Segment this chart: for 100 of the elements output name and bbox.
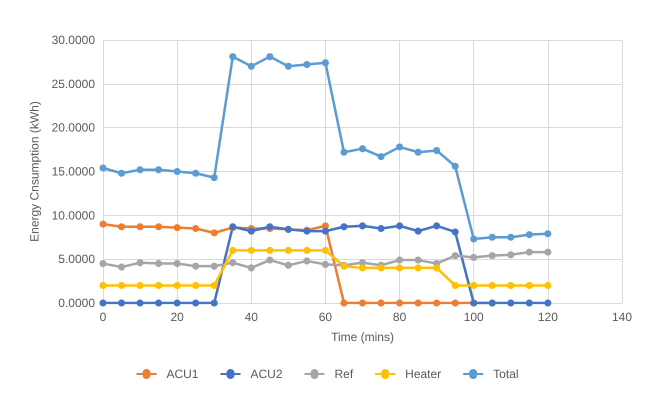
point	[266, 53, 274, 60]
point	[359, 264, 366, 272]
y-axis-title: Energy Cnsumption (kWh)	[28, 101, 42, 242]
point	[155, 223, 162, 230]
point	[396, 143, 404, 150]
point	[544, 248, 552, 256]
point	[118, 223, 126, 230]
point	[303, 246, 310, 254]
point	[452, 252, 459, 260]
point	[248, 246, 255, 254]
y-tick-label: 30.0000	[52, 33, 96, 47]
point	[192, 300, 200, 306]
x-tick-label: 140	[612, 310, 632, 324]
point	[544, 230, 552, 238]
point	[322, 260, 329, 268]
point	[488, 282, 496, 289]
x-tick-label: 100	[464, 310, 484, 324]
point	[192, 170, 200, 177]
point	[284, 62, 292, 70]
point	[322, 246, 329, 254]
point	[174, 300, 181, 306]
point	[544, 282, 552, 289]
point	[192, 224, 200, 232]
point	[155, 282, 162, 289]
legend-label: ACU2	[250, 367, 283, 381]
point	[452, 162, 459, 170]
point	[155, 300, 162, 306]
point	[414, 256, 422, 264]
point	[544, 300, 552, 306]
point	[210, 229, 218, 236]
point	[396, 264, 404, 272]
point	[526, 282, 533, 289]
legend-label: ACU1	[166, 367, 199, 381]
point	[248, 264, 255, 272]
legend-label: Ref	[334, 367, 354, 381]
point	[210, 282, 218, 289]
point	[414, 300, 422, 306]
point	[396, 256, 404, 264]
point	[414, 148, 422, 156]
point	[433, 222, 440, 230]
point	[507, 282, 514, 289]
point	[378, 264, 385, 272]
point	[396, 300, 404, 306]
x-tick-label: 20	[170, 310, 184, 324]
point	[100, 260, 106, 268]
point	[100, 282, 106, 289]
point	[507, 234, 514, 241]
point	[284, 262, 292, 269]
point	[340, 300, 348, 306]
point	[433, 264, 440, 272]
point	[378, 300, 385, 306]
point	[136, 223, 144, 230]
point	[100, 300, 106, 306]
point	[359, 300, 366, 306]
legend-label: Heater	[405, 367, 442, 381]
y-tick-label: 10.0000	[52, 208, 96, 222]
y-tick-label: 0.0000	[58, 296, 96, 310]
point	[488, 234, 496, 241]
x-tick-label: 80	[392, 310, 407, 324]
point	[452, 282, 459, 289]
point	[136, 300, 144, 306]
point	[414, 264, 422, 272]
point	[192, 282, 200, 289]
point	[507, 300, 514, 306]
point	[174, 168, 181, 175]
point	[266, 256, 274, 264]
point	[378, 224, 385, 232]
point	[359, 222, 366, 230]
y-tick-label: 25.0000	[52, 76, 96, 91]
point	[396, 222, 404, 230]
point	[452, 228, 459, 236]
point	[118, 300, 126, 306]
y-tick-label: 5.0000	[58, 252, 96, 266]
point	[303, 61, 310, 68]
point	[248, 228, 255, 235]
point	[340, 223, 348, 230]
point	[488, 252, 496, 260]
point	[507, 251, 514, 258]
point	[359, 145, 366, 152]
point	[174, 260, 181, 268]
legend-label: Total	[493, 367, 519, 381]
x-tick-label: 120	[538, 310, 558, 324]
point	[210, 174, 218, 182]
x-tick-label: 60	[318, 310, 332, 324]
point	[433, 146, 440, 154]
point	[526, 248, 533, 256]
y-tick-label: 15.0000	[52, 164, 96, 178]
point	[229, 259, 236, 266]
point	[136, 282, 144, 289]
point	[470, 282, 478, 289]
point	[303, 257, 310, 264]
y-tick-label: 20.0000	[52, 120, 96, 135]
point	[470, 236, 478, 242]
point	[100, 164, 106, 172]
point	[526, 300, 533, 306]
point	[210, 300, 218, 306]
point	[136, 166, 144, 174]
point	[118, 282, 126, 289]
point	[155, 166, 162, 174]
point	[414, 228, 422, 235]
